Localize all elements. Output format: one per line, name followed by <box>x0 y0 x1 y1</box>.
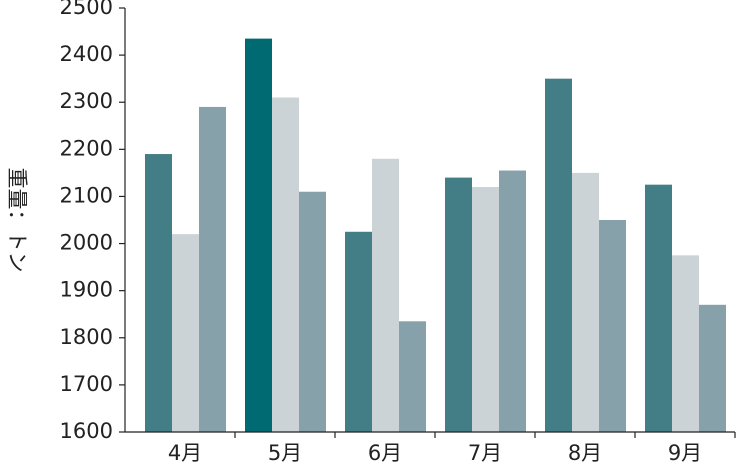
y-tick-label: 2000 <box>60 231 113 255</box>
y-tick-label: 2200 <box>60 136 113 160</box>
bar <box>399 321 426 432</box>
bar <box>645 184 672 432</box>
bar <box>299 191 326 432</box>
y-tick-label: 1900 <box>60 278 113 302</box>
bar <box>272 97 299 432</box>
bar <box>499 170 526 433</box>
bar <box>545 78 572 433</box>
x-tick-label: 7月 <box>468 441 502 465</box>
bar <box>672 255 699 432</box>
y-tick-label: 2500 <box>60 0 113 19</box>
bar <box>372 158 399 432</box>
x-tick-label: 5月 <box>268 441 302 465</box>
bar <box>572 172 599 432</box>
bar <box>172 234 199 432</box>
x-tick-label: 8月 <box>568 441 602 465</box>
y-tick-label: 1600 <box>60 419 113 443</box>
bar <box>699 304 726 432</box>
x-tick-label: 9月 <box>668 441 702 465</box>
x-tick-label: 6月 <box>368 441 402 465</box>
bar <box>145 154 172 433</box>
x-tick-label: 4月 <box>168 441 202 465</box>
y-tick-label: 2400 <box>60 42 113 66</box>
bar <box>599 220 626 432</box>
bar <box>245 38 272 432</box>
bar <box>199 106 226 432</box>
bar <box>472 187 499 432</box>
y-tick-label: 1700 <box>60 372 113 396</box>
y-tick-label: 2300 <box>60 89 113 113</box>
y-axis-label: 重量：トン <box>5 168 29 273</box>
y-tick-label: 1800 <box>60 325 113 349</box>
y-tick-label: 2100 <box>60 183 113 207</box>
bar <box>345 231 372 432</box>
bar <box>445 177 472 432</box>
